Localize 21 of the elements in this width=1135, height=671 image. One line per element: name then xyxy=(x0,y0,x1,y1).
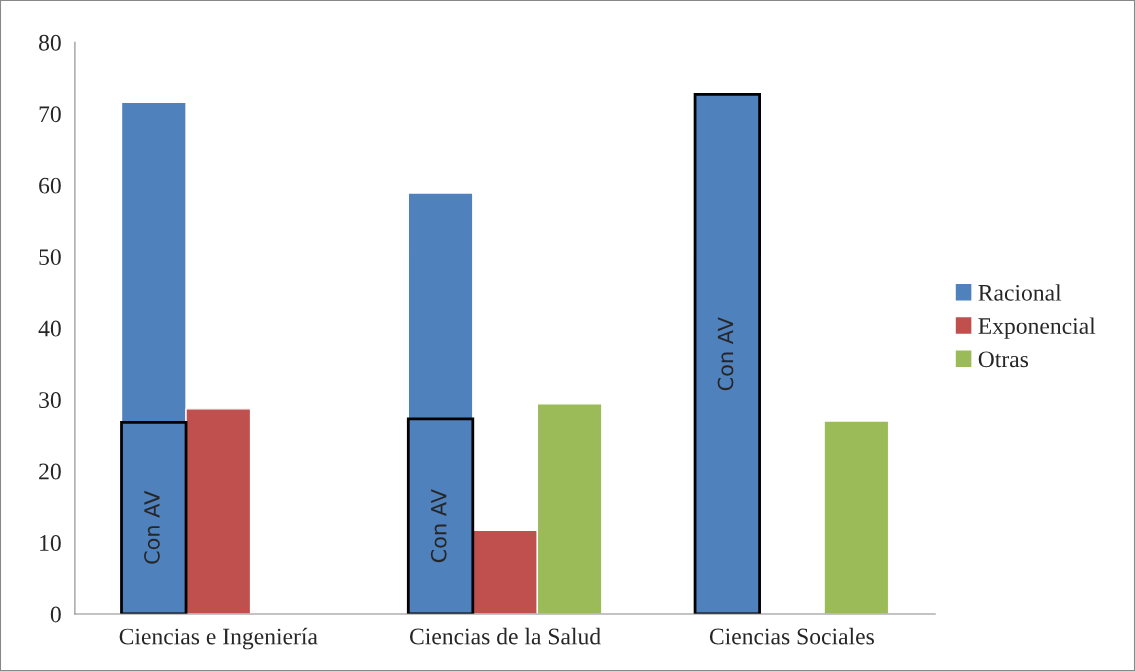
data-label: Con AV xyxy=(717,317,734,391)
y-tick-label: 10 xyxy=(40,534,61,551)
data-label: Con AV xyxy=(430,489,447,563)
x-tick-label: Ciencias de la Salud xyxy=(409,627,601,645)
y-tick-label: 80 xyxy=(39,34,61,51)
legend-label: Racional xyxy=(978,284,1062,301)
legend-label: Exponencial xyxy=(978,317,1096,339)
x-tick-label: Ciencias Sociales xyxy=(709,627,874,645)
y-tick-label: 30 xyxy=(39,392,61,408)
y-tick-label: 40 xyxy=(38,320,61,337)
x-tick-label: Ciencias e Ingeniería xyxy=(119,627,318,650)
y-tick-label: 0 xyxy=(50,606,61,623)
y-tick-label: 70 xyxy=(39,106,61,123)
bar xyxy=(823,420,890,614)
y-tick-label: 50 xyxy=(39,249,61,266)
y-tick-label: 20 xyxy=(39,463,61,480)
legend-label: Otras xyxy=(978,351,1029,368)
y-tick-label: 60 xyxy=(39,177,61,194)
data-label: Con AV xyxy=(144,490,160,564)
bar xyxy=(406,417,475,614)
bar xyxy=(407,192,474,614)
